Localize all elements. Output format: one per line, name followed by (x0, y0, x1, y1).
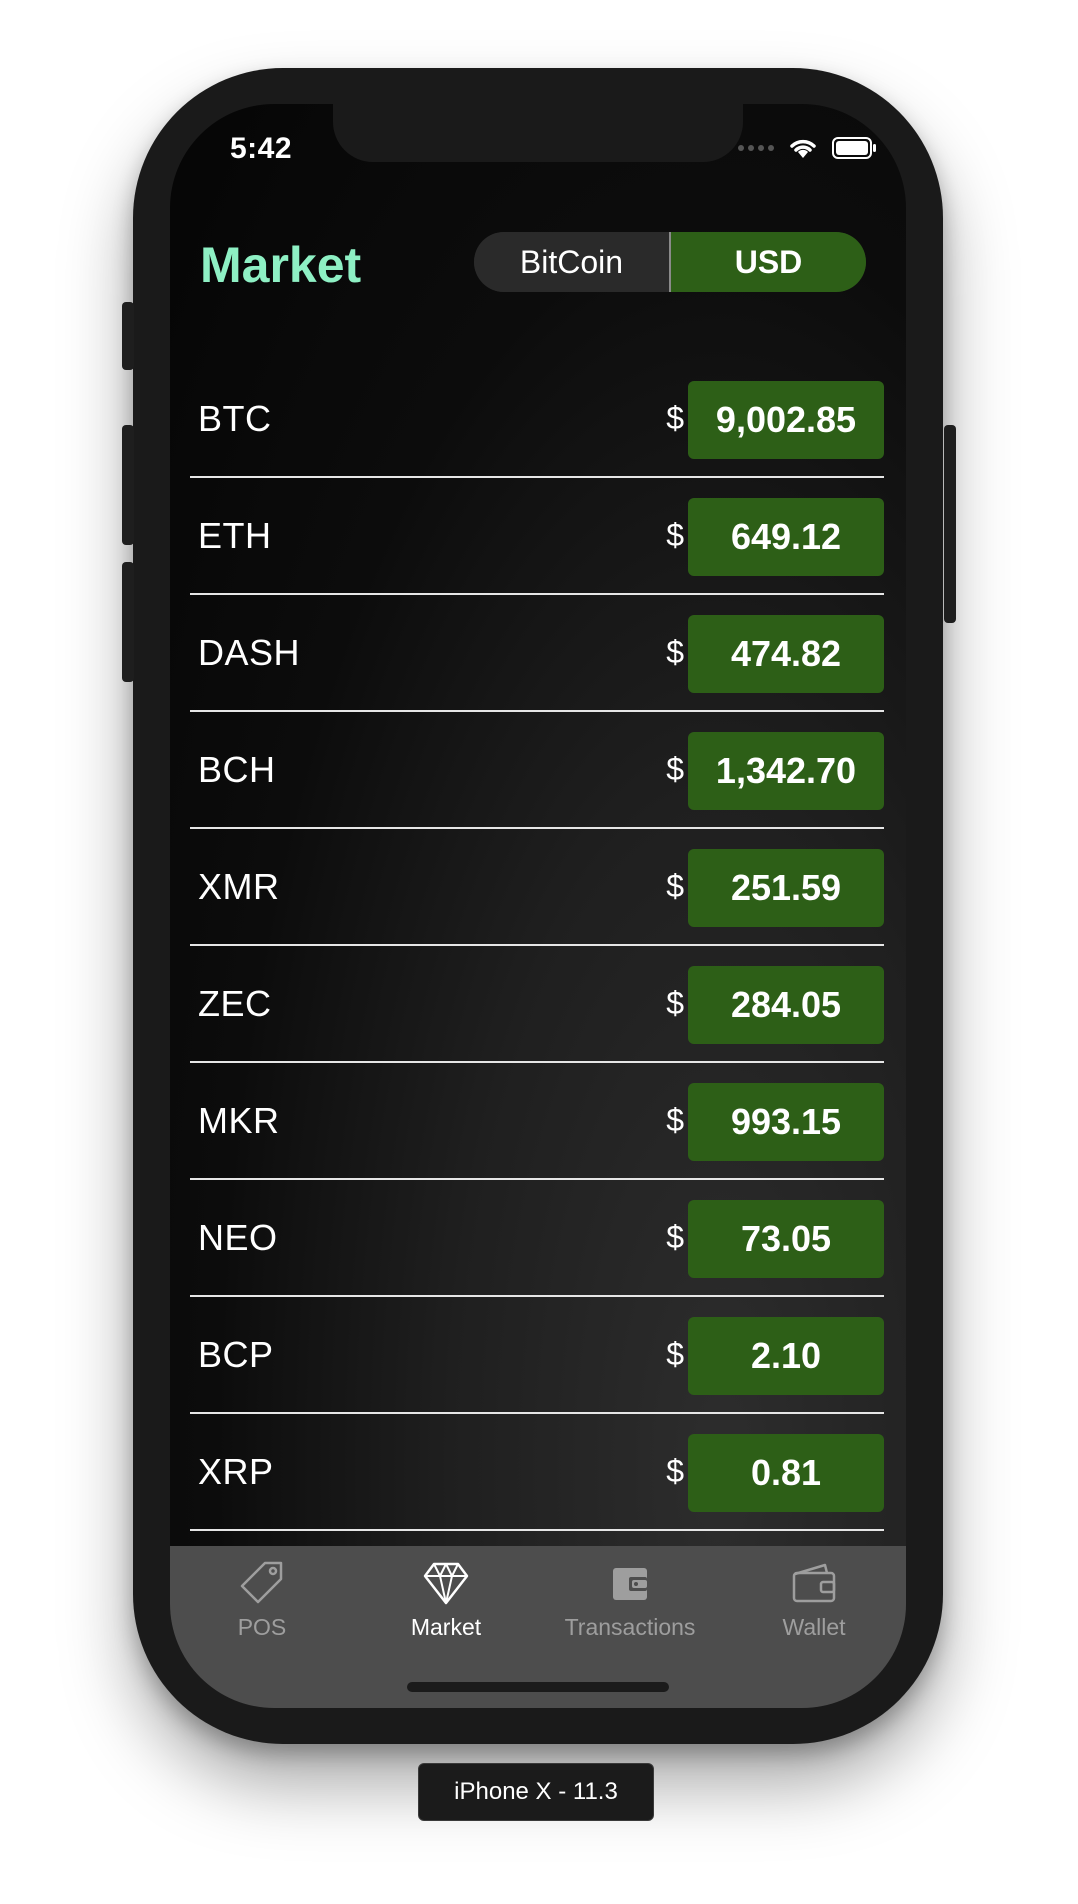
price-badge: 1,342.70 (688, 732, 884, 810)
currency-symbol: $ (666, 868, 684, 904)
price-badge: 284.05 (688, 966, 884, 1044)
currency-symbol: $ (666, 985, 684, 1021)
wallet-outline-icon (792, 1563, 836, 1603)
tab-bar: POS Market Transaction (170, 1546, 906, 1708)
currency-symbol: $ (666, 634, 684, 670)
coin-symbol: ZEC (198, 982, 272, 1024)
coin-symbol: MKR (198, 1099, 280, 1141)
wifi-icon (790, 139, 816, 158)
coin-symbol: XMR (198, 865, 280, 907)
tab-transactions[interactable]: Transactions (538, 1546, 722, 1656)
table-row[interactable]: MKR $993.15 (190, 1063, 884, 1180)
currency-symbol: $ (666, 1219, 684, 1255)
coin-symbol: BCP (198, 1333, 274, 1375)
volume-down-button (122, 562, 134, 682)
toggle-option-usd[interactable]: USD (671, 232, 866, 292)
tag-icon (240, 1561, 283, 1604)
table-row[interactable]: XMR $251.59 (190, 829, 884, 946)
currency-symbol: $ (666, 400, 684, 436)
tab-pos[interactable]: POS (170, 1546, 354, 1656)
coin-symbol: NEO (198, 1216, 278, 1258)
table-row[interactable]: ETH $649.12 (190, 478, 884, 595)
tab-wallet[interactable]: Wallet (722, 1546, 906, 1656)
tab-market[interactable]: Market (354, 1546, 538, 1656)
wallet-filled-icon (613, 1568, 647, 1600)
table-row[interactable]: BCP $2.10 (190, 1297, 884, 1414)
table-row[interactable]: NEO $73.05 (190, 1180, 884, 1297)
volume-up-button (122, 425, 134, 545)
signal-icon (738, 145, 774, 151)
currency-symbol: $ (666, 517, 684, 553)
phone-screen: 5:42 Market BitCoin USD BTC $9,002.85 ETH $… (170, 104, 906, 1708)
currency-toggle[interactable]: BitCoin USD (474, 232, 866, 292)
table-row[interactable]: XRP $0.81 (190, 1414, 884, 1531)
price-badge: 9,002.85 (688, 381, 884, 459)
power-button (944, 425, 956, 623)
currency-symbol: $ (666, 1102, 684, 1138)
table-row[interactable]: DASH $474.82 (190, 595, 884, 712)
price-badge: 649.12 (688, 498, 884, 576)
page-title: Market (200, 237, 362, 293)
coin-symbol: BTC (198, 397, 272, 439)
table-row[interactable]: BTC $9,002.85 (190, 361, 884, 478)
tab-label-market: Market (410, 1614, 482, 1640)
device-label: iPhone X - 11.3 (418, 1763, 654, 1821)
table-row[interactable]: BCH $1,342.70 (190, 712, 884, 829)
coin-symbol: DASH (198, 631, 301, 673)
tab-label-wallet: Wallet (782, 1614, 846, 1640)
currency-symbol: $ (666, 1453, 684, 1489)
price-badge: 0.81 (688, 1434, 884, 1512)
home-indicator[interactable] (407, 1682, 669, 1692)
battery-icon (832, 137, 876, 159)
status-icons (738, 136, 878, 160)
coin-symbol: XRP (198, 1450, 274, 1492)
tab-label-transactions: Transactions (564, 1614, 696, 1640)
table-row[interactable]: ZEC $284.05 (190, 946, 884, 1063)
market-list: BTC $9,002.85 ETH $649.12 DASH $474.82 BCH $1,3… (190, 361, 884, 1531)
coin-symbol: BCH (198, 748, 276, 790)
coin-symbol: ETH (198, 514, 272, 556)
price-badge: 2.10 (688, 1317, 884, 1395)
toggle-option-bitcoin[interactable]: BitCoin (474, 232, 669, 292)
price-badge: 251.59 (688, 849, 884, 927)
mute-switch (122, 302, 134, 370)
currency-symbol: $ (666, 751, 684, 787)
price-badge: 993.15 (688, 1083, 884, 1161)
price-badge: 73.05 (688, 1200, 884, 1278)
status-time: 5:42 (230, 132, 293, 165)
price-badge: 474.82 (688, 615, 884, 693)
currency-symbol: $ (666, 1336, 684, 1372)
notch (333, 104, 743, 162)
diamond-icon (423, 1562, 469, 1605)
tab-label-pos: POS (237, 1614, 287, 1640)
toggle-divider (669, 232, 671, 292)
